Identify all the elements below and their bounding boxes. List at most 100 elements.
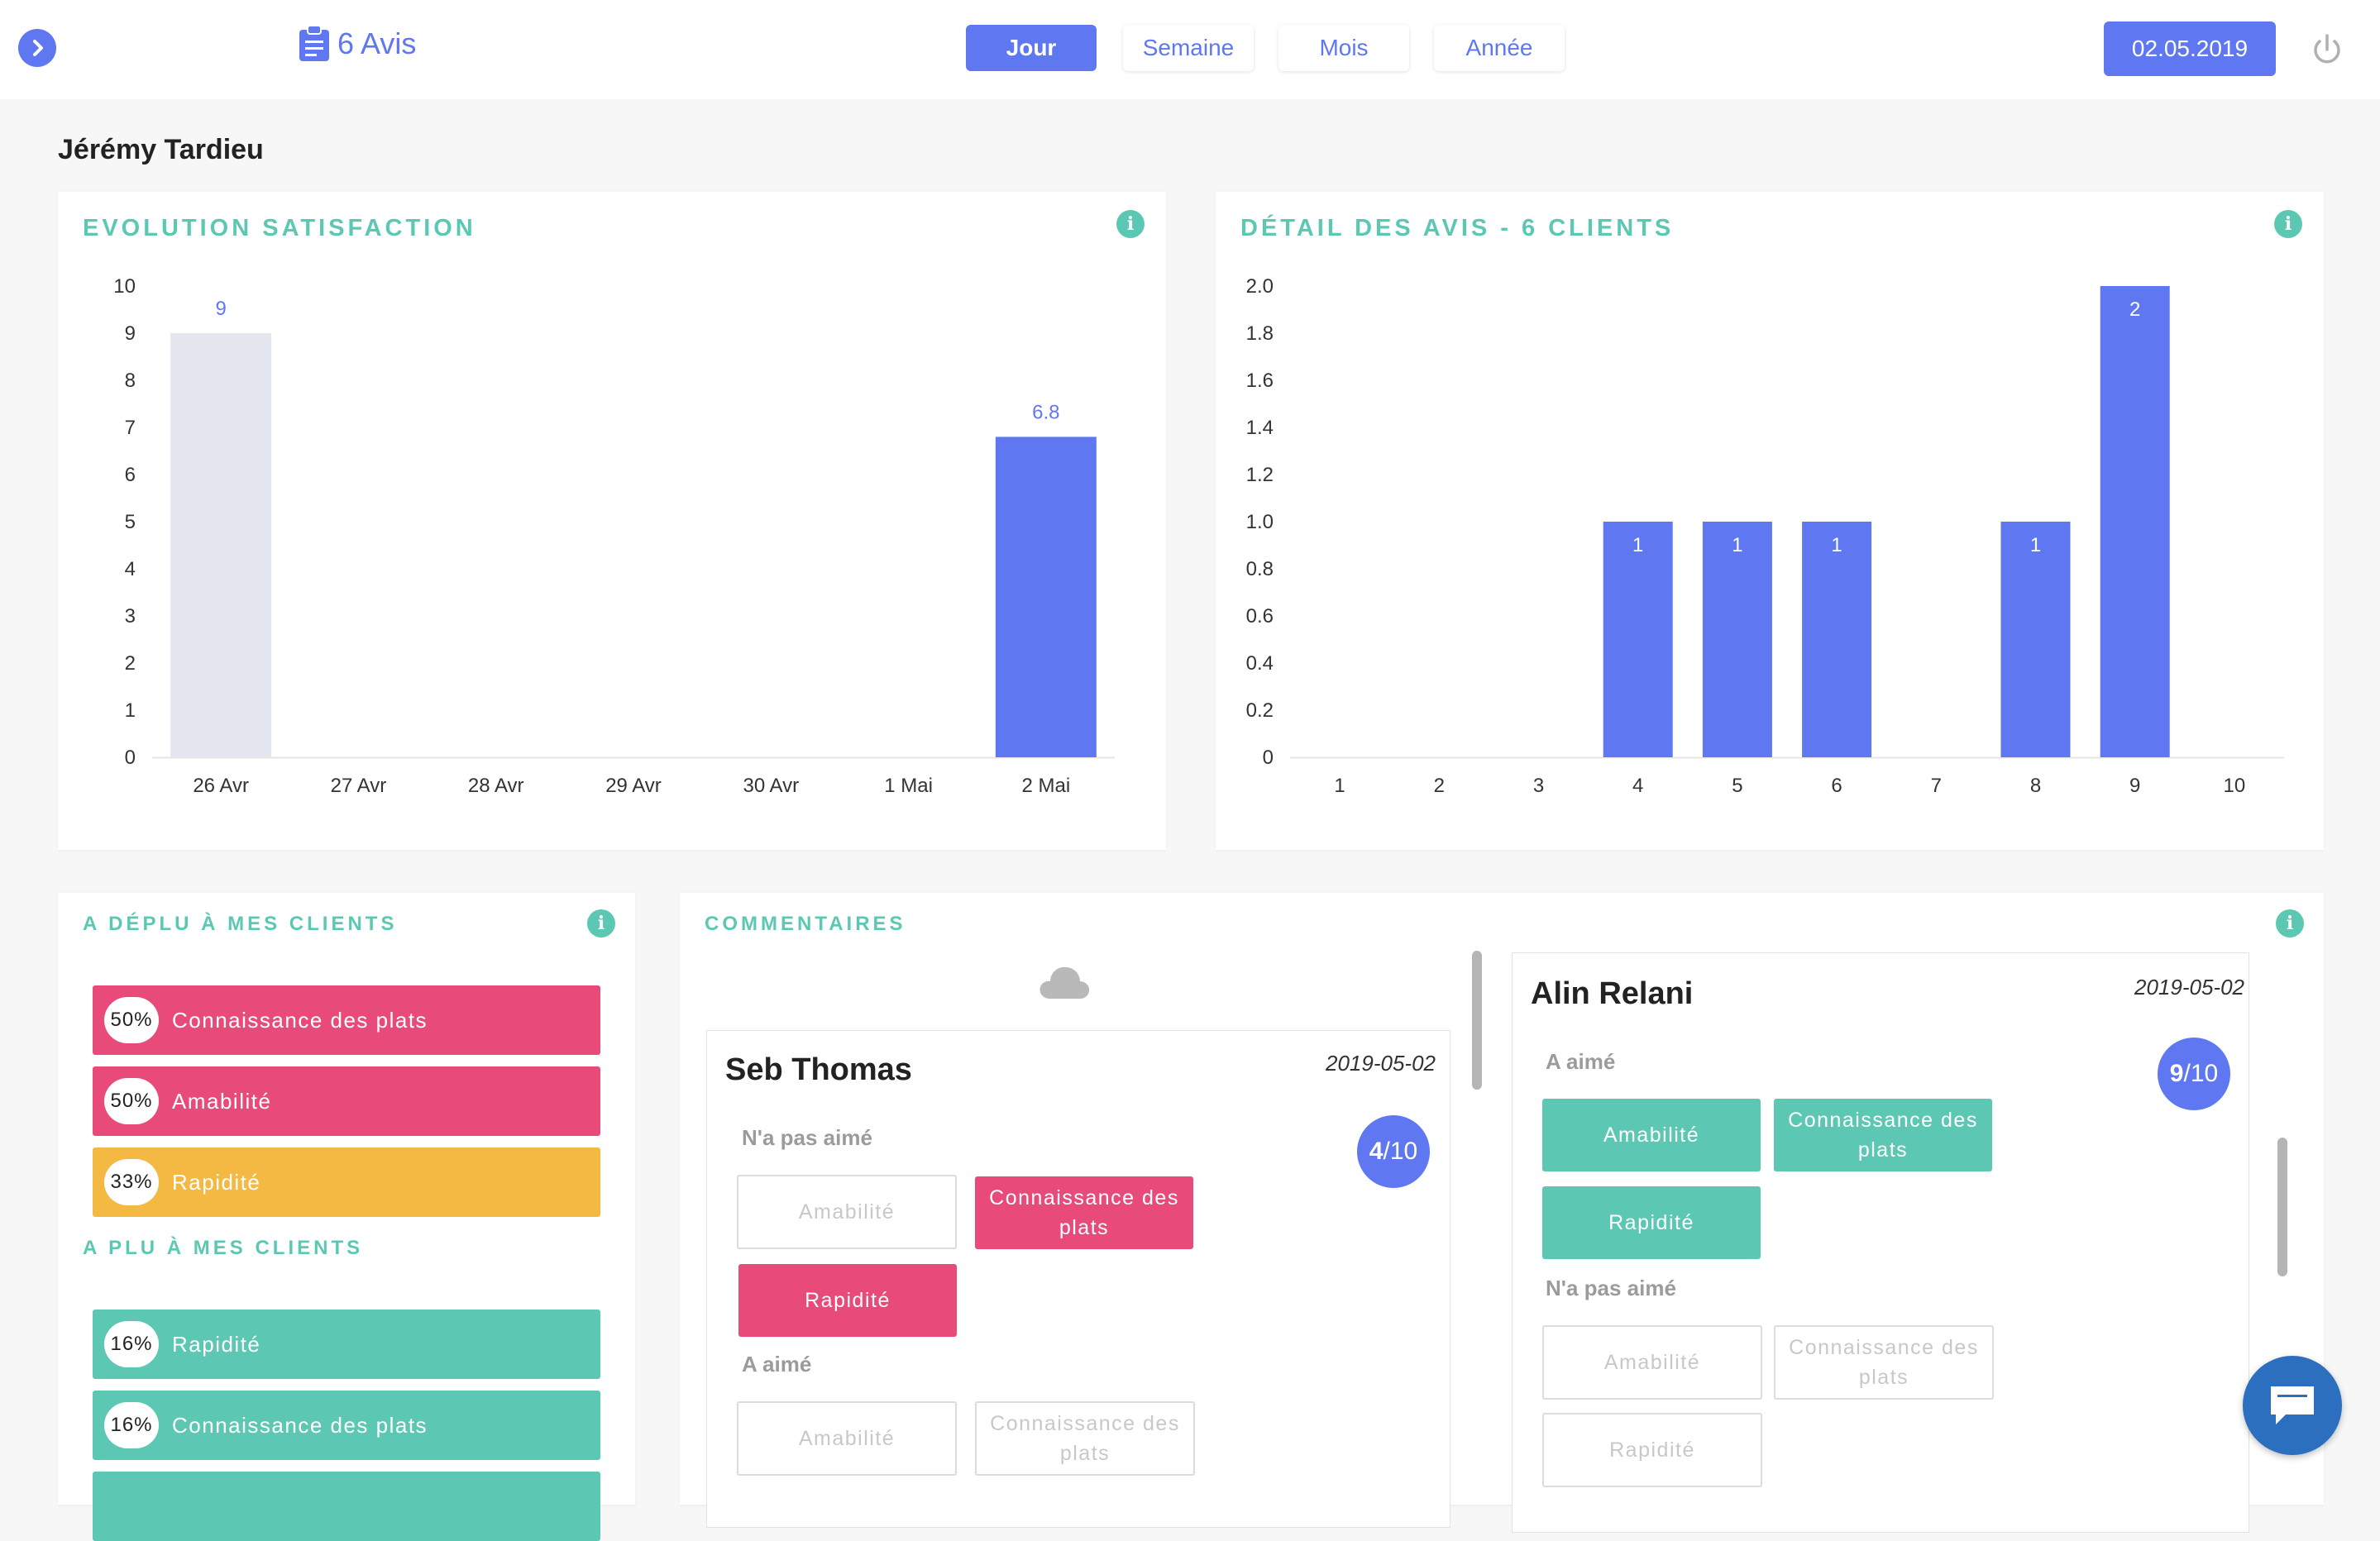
power-icon[interactable]	[2309, 31, 2345, 68]
y-tick-label: 0.2	[1246, 699, 1274, 722]
top-bar: 6 Avis Jour Semaine Mois Année 02.05.201…	[0, 0, 2380, 99]
tab-week[interactable]: Semaine	[1123, 25, 1254, 71]
tag-rapidite: Rapidité	[1542, 1186, 1761, 1259]
info-icon[interactable]: i	[2274, 210, 2302, 238]
x-tick-label: 29 Avr	[605, 775, 662, 797]
data-label: 1	[1732, 534, 1742, 556]
y-tick-label: 5	[125, 511, 136, 533]
detail-card: Détail des avis - 6 clients i 0 0.2 0.4 0.6…	[1216, 192, 2324, 850]
x-tick-label: 27 Avr	[331, 775, 387, 797]
tag-connaissance-des-plats: Connaissance des plats	[975, 1176, 1193, 1249]
x-tick-label: 2 Mai	[1022, 775, 1071, 797]
sidebar-toggle-button[interactable]	[18, 29, 56, 67]
y-tick-label: 8	[125, 370, 136, 392]
y-tick-label: 0	[1263, 747, 1274, 769]
tag-rapidite: Rapidité	[1542, 1413, 1762, 1487]
x-tick-label: 9	[2129, 775, 2140, 797]
y-tick-label: 0	[125, 747, 136, 769]
y-tick-label: 10	[113, 275, 136, 298]
date-picker-button[interactable]: 02.05.2019	[2104, 21, 2276, 76]
score-badge: 4/10	[1357, 1115, 1430, 1188]
x-tick-label: 1	[1334, 775, 1345, 797]
tag-amabilite: Amabilité	[1542, 1325, 1762, 1400]
y-tick-label: 1	[125, 699, 136, 722]
comment-card: Seb Thomas 2019-05-02 4/10 N'a pas aimé …	[706, 1030, 1450, 1528]
bar	[1702, 522, 1772, 757]
x-tick-label: 30 Avr	[743, 775, 799, 797]
liked-title: A plu à mes clients	[83, 1237, 364, 1259]
liked-section-label: A aimé	[1546, 1049, 1616, 1074]
percentage-badge: 50%	[104, 997, 159, 1043]
score-total: /10	[2183, 1060, 2219, 1087]
chevron-right-icon	[33, 40, 43, 56]
score-value: 9	[2169, 1060, 2184, 1087]
tag-amabilite: Amabilité	[1542, 1099, 1761, 1171]
info-icon[interactable]: i	[587, 909, 615, 937]
comment-card: Alin Relani 2019-05-02 9/10 A aimé Amabi…	[1512, 952, 2249, 1533]
item-label: Rapidité	[172, 1169, 261, 1195]
feedback-summary-card: A déplu à mes clients i 50% Connaissance…	[58, 893, 635, 1541]
liked-item: 16% Rapidité	[93, 1310, 600, 1379]
comment-date: 2019-05-02	[2134, 975, 2244, 1000]
liked-item: 16% Connaissance des plats	[93, 1391, 600, 1460]
tab-month[interactable]: Mois	[1278, 25, 1409, 71]
bar	[1603, 522, 1673, 757]
item-label: Amabilité	[172, 1088, 272, 1114]
reviews-count[interactable]: 6 Avis	[298, 25, 416, 63]
data-label: 6.8	[1032, 401, 1059, 423]
chat-button[interactable]	[2243, 1356, 2342, 1455]
x-tick-label: 4	[1632, 775, 1643, 797]
page-title: Jérémy Tardieu	[58, 134, 264, 165]
tag-rapidite: Rapidité	[738, 1264, 957, 1337]
data-label: 1	[2030, 534, 2041, 556]
liked-section-label: A aimé	[742, 1352, 812, 1376]
x-tick-label: 1 Mai	[884, 775, 933, 797]
tab-year[interactable]: Année	[1434, 25, 1565, 71]
y-tick-label: 3	[125, 605, 136, 627]
y-tick-label: 1.0	[1246, 511, 1274, 533]
card-title: Evolution satisfaction	[83, 215, 476, 241]
bar	[2100, 286, 2170, 757]
data-label: 1	[1831, 534, 1842, 556]
x-tick-label: 3	[1533, 775, 1544, 797]
item-label: Connaissance des plats	[172, 1412, 428, 1438]
disliked-item: 33% Rapidité	[93, 1147, 600, 1217]
tag-connaissance-des-plats: Connaissance des plats	[1774, 1325, 1994, 1400]
comments-card: Commentaires i Seb Thomas 2019-05-02 4/1…	[680, 893, 2324, 1533]
disliked-title: A déplu à mes clients	[83, 913, 398, 935]
clipboard-icon	[299, 25, 329, 61]
percentage-badge: 16%	[104, 1321, 159, 1367]
comment-author: Alin Relani	[1531, 976, 1694, 1011]
tag-amabilite: Amabilité	[737, 1401, 957, 1476]
data-label: 1	[1632, 534, 1643, 556]
y-tick-label: 9	[125, 322, 136, 345]
info-icon[interactable]: i	[2276, 909, 2304, 937]
y-tick-label: 2	[125, 652, 136, 675]
reviews-count-label: 6 Avis	[337, 26, 417, 60]
x-tick-label: 2	[1434, 775, 1445, 797]
percentage-badge: 50%	[104, 1078, 159, 1124]
disliked-item: 50% Connaissance des plats	[93, 985, 600, 1055]
x-tick-label: 8	[2030, 775, 2041, 797]
y-tick-label: 1.2	[1246, 464, 1274, 486]
y-tick-label: 7	[125, 417, 136, 439]
disliked-section-label: N'a pas aimé	[1546, 1276, 1676, 1300]
tab-day[interactable]: Jour	[966, 25, 1097, 71]
x-tick-label: 28 Avr	[468, 775, 524, 797]
info-icon[interactable]: i	[1116, 210, 1145, 238]
y-tick-label: 6	[125, 464, 136, 486]
comment-scrollbar[interactable]	[2277, 1138, 2287, 1276]
detail-chart: 0 0.2 0.4 0.6 0.8 1.0 1.2 1.4 1.6 1.8 2.0 1 2 3 4 1 5 1 6 1…	[1246, 275, 2284, 797]
x-tick-label: 5	[1732, 775, 1742, 797]
data-label: 2	[2129, 298, 2140, 321]
percentage-badge: 33%	[104, 1159, 159, 1205]
tag-amabilite: Amabilité	[737, 1175, 957, 1249]
tag-connaissance-des-plats: Connaissance des plats	[1774, 1099, 1992, 1171]
y-tick-label: 0.6	[1246, 605, 1274, 627]
cloud-icon	[1039, 966, 1090, 999]
satisfaction-chart: 0 1 2 3 4 5 6 7 8 9 10 26 Avr 9 27 Avr 28 Avr 29 Avr 30 …	[113, 275, 1115, 797]
score-value: 4	[1369, 1138, 1384, 1165]
bar	[995, 437, 1097, 757]
y-tick-label: 1.4	[1246, 417, 1274, 439]
comments-scrollbar[interactable]	[1472, 951, 1482, 1090]
